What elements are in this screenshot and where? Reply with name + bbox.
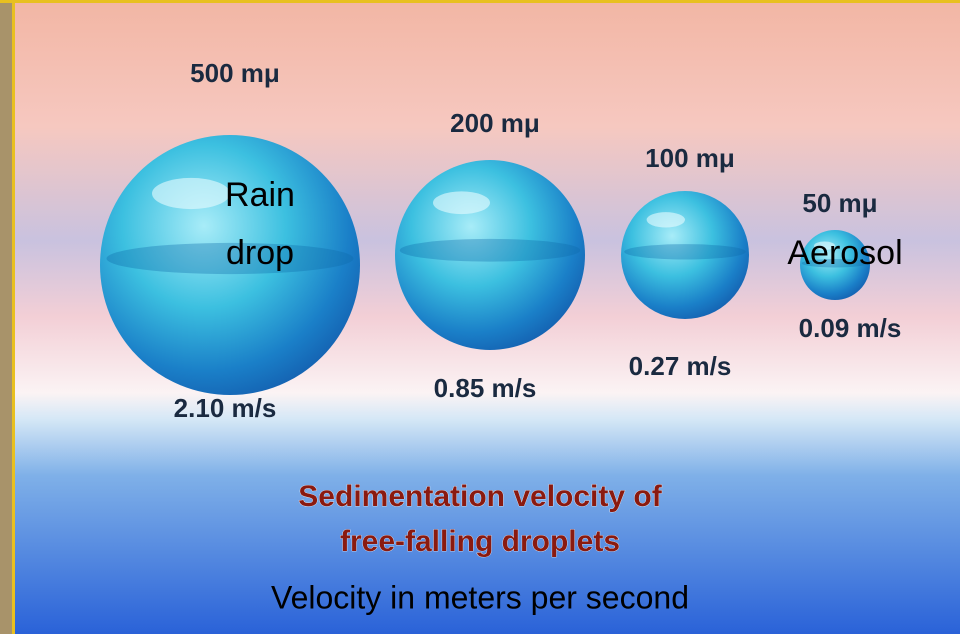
droplet-label: Aerosol bbox=[787, 234, 902, 272]
size-label: 200 mμ bbox=[450, 108, 540, 138]
droplet-highlight bbox=[433, 191, 490, 214]
size-label: 100 mμ bbox=[645, 143, 735, 173]
caption: Velocity in meters per second bbox=[271, 579, 689, 615]
size-label: 500 mμ bbox=[190, 58, 280, 88]
droplet-label: Rain bbox=[225, 176, 295, 214]
velocity-label: 0.27 m/s bbox=[629, 351, 732, 381]
velocity-label: 0.09 m/s bbox=[799, 313, 902, 343]
droplet-highlight bbox=[152, 178, 230, 209]
droplet-highlight bbox=[647, 212, 685, 227]
top-border bbox=[0, 0, 960, 3]
left-strip bbox=[0, 0, 12, 634]
droplet-label: drop bbox=[226, 234, 294, 272]
droplet-band bbox=[624, 244, 746, 259]
droplet-band bbox=[400, 239, 581, 262]
velocity-label: 0.85 m/s bbox=[434, 373, 537, 403]
slide: 500 mμ 2.10 m/s Rain drop 200 mμ 0.85 m/s 100 … bbox=[0, 0, 960, 634]
title-line: free-falling droplets bbox=[340, 525, 620, 558]
velocity-label: 2.10 m/s bbox=[174, 393, 277, 423]
left-border bbox=[12, 0, 15, 634]
size-label: 50 mμ bbox=[802, 188, 877, 218]
title-line: Sedimentation velocity of bbox=[298, 480, 662, 513]
